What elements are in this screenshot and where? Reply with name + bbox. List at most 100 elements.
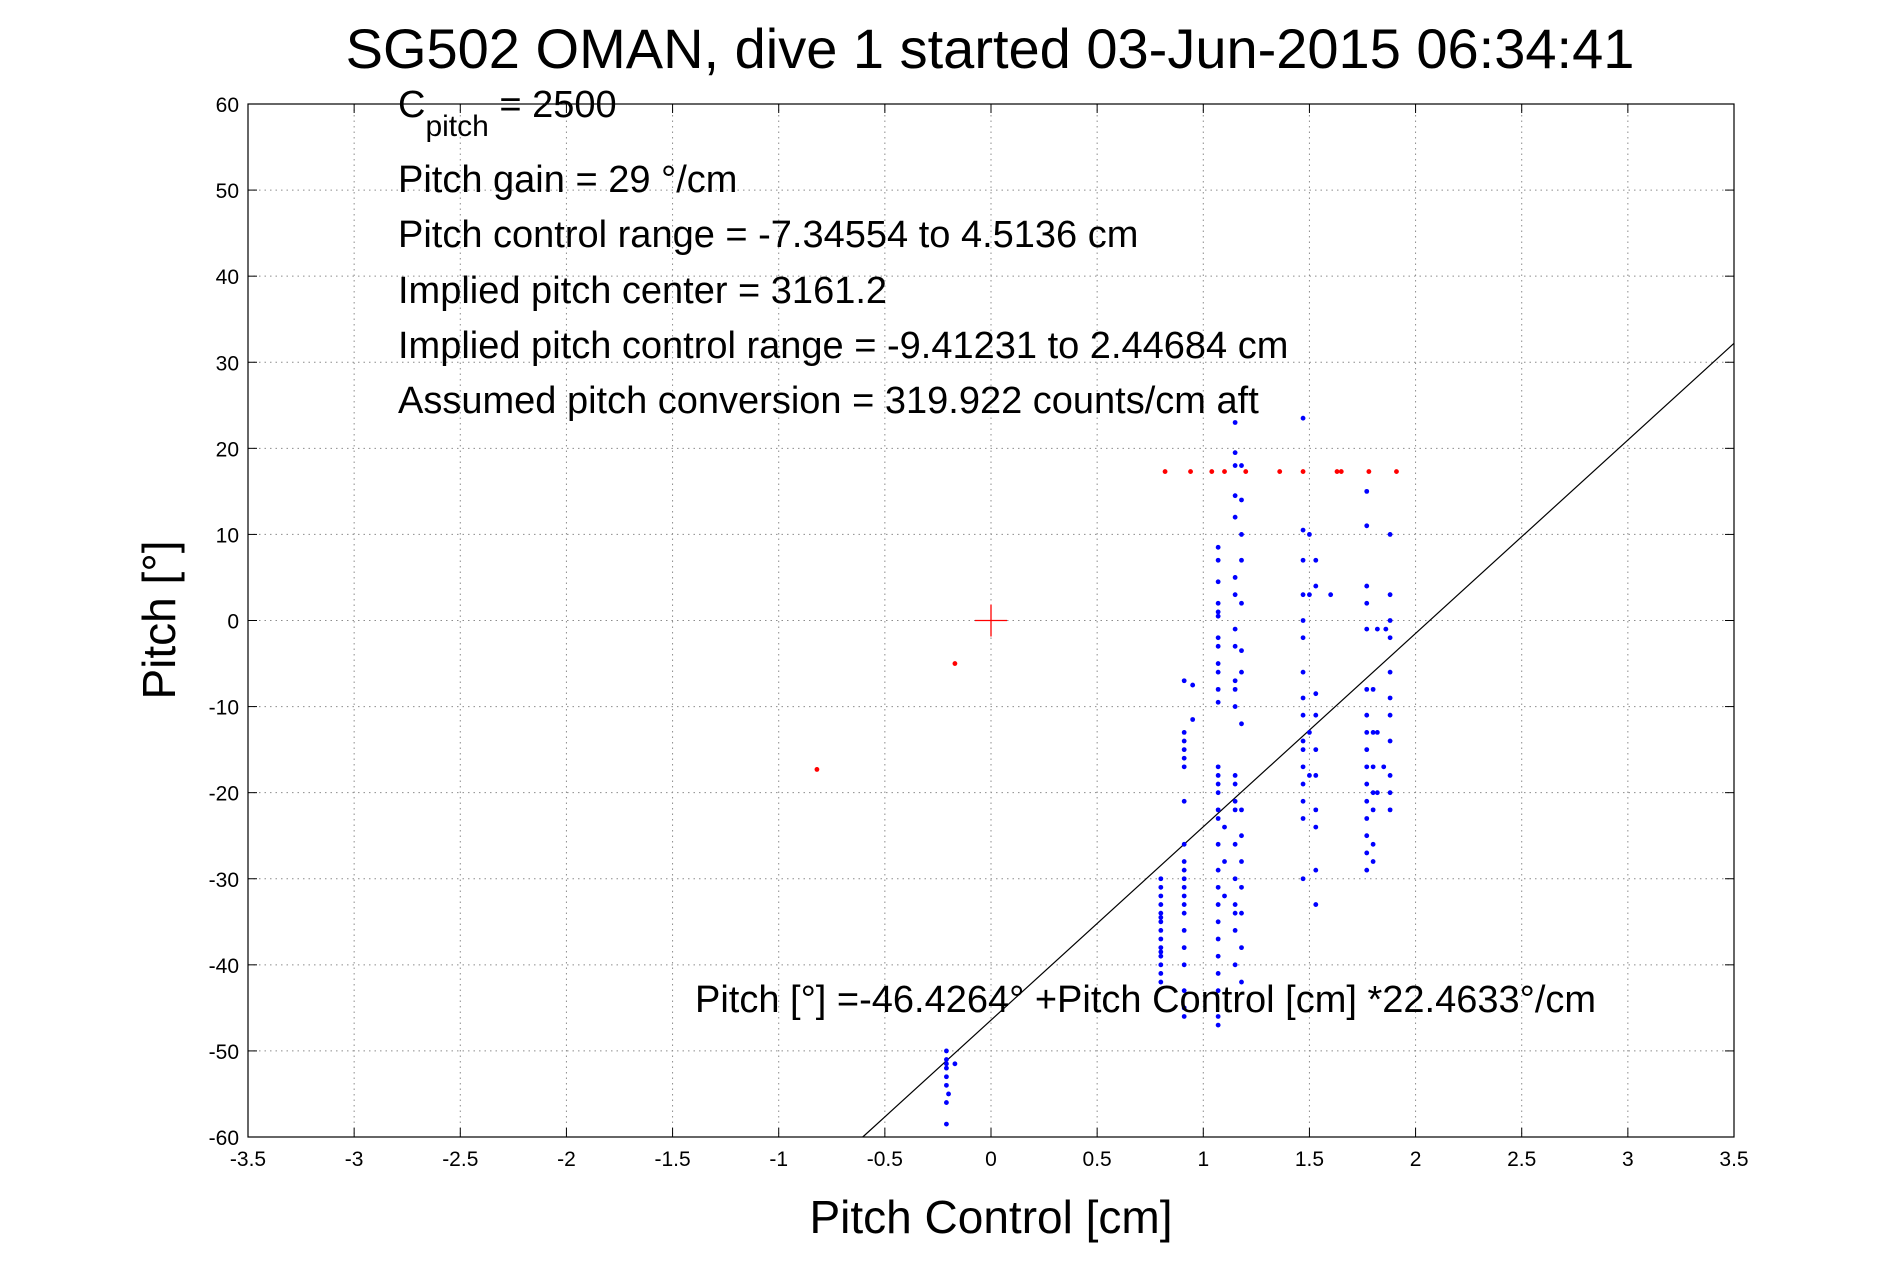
data-point-blue	[1313, 712, 1319, 718]
data-point-blue	[1313, 807, 1319, 813]
data-point-blue	[1181, 764, 1187, 770]
data-point-blue	[1215, 816, 1221, 821]
data-point-blue	[1364, 523, 1370, 529]
x-tick-label: 1.5	[1295, 1148, 1324, 1171]
y-tick-label: -30	[209, 869, 239, 892]
data-point-blue	[1307, 592, 1312, 598]
data-point-blue	[1215, 643, 1221, 649]
data-point-blue	[1158, 919, 1164, 925]
data-point-blue	[1158, 971, 1164, 976]
data-point-blue	[1370, 686, 1376, 692]
y-tick-label: -50	[209, 1041, 239, 1064]
data-point-blue	[1215, 867, 1221, 873]
data-point-blue	[1232, 773, 1238, 778]
data-point-blue	[1383, 626, 1389, 632]
data-point-blue	[1313, 824, 1319, 830]
data-point-blue	[1307, 773, 1312, 778]
data-point-blue	[944, 1082, 949, 1088]
x-tick-labels: -3.5 -3 -2.5 -2 -1.5 -1 -0.5 0 0.5 1 1.5 2 2.5 3 3.5	[230, 1148, 1749, 1171]
data-point-blue	[1239, 833, 1244, 839]
data-point-blue	[1215, 953, 1221, 959]
data-point-blue	[1215, 1014, 1221, 1019]
data-point-blue	[1239, 884, 1244, 890]
data-point-blue	[1387, 807, 1393, 813]
data-point-red	[1334, 469, 1340, 474]
data-point-blue	[1300, 527, 1306, 533]
center-marker	[975, 604, 1007, 637]
y-tick-label: 60	[216, 94, 239, 117]
data-point-blue	[1232, 962, 1238, 968]
data-point-blue	[1215, 884, 1221, 890]
data-point-blue	[1300, 618, 1306, 623]
data-point-blue	[1300, 876, 1306, 882]
data-point-blue	[1239, 648, 1244, 654]
annotation-cpitch-sub: pitch	[425, 110, 488, 143]
data-point-blue	[1158, 893, 1164, 899]
data-point-blue	[944, 1074, 949, 1080]
data-point-blue	[1215, 936, 1221, 942]
y-tick-label: 40	[216, 266, 239, 289]
data-point-blue	[1215, 544, 1221, 550]
data-point-blue	[1215, 1022, 1221, 1028]
data-point-blue	[1158, 915, 1164, 920]
data-point-blue	[1232, 807, 1238, 813]
data-point-blue	[1215, 609, 1221, 615]
data-point-blue	[1370, 790, 1376, 796]
data-point-blue	[1374, 626, 1380, 632]
data-point-blue	[1158, 936, 1164, 942]
grid	[248, 104, 1734, 1137]
data-point-blue	[1313, 747, 1319, 753]
data-point-blue	[1181, 738, 1187, 744]
data-point-blue	[1232, 678, 1238, 684]
data-point-red	[1243, 469, 1249, 474]
data-point-blue	[1364, 583, 1370, 589]
data-point-blue	[1239, 721, 1244, 727]
x-tick-label: -2	[557, 1148, 576, 1171]
data-point-blue	[1181, 1014, 1187, 1019]
fit-line-layer	[862, 342, 1735, 1138]
y-tick-label: 10	[216, 524, 239, 547]
annotation-implied-pitch-control-range: Implied pitch control range = -9.41231 t…	[398, 325, 1288, 367]
data-point-blue	[1232, 876, 1238, 882]
data-point-blue	[1158, 928, 1164, 933]
data-point-blue	[1232, 463, 1238, 468]
data-point-blue	[1364, 730, 1370, 735]
data-point-blue	[1215, 773, 1221, 778]
x-tick-label: -0.5	[867, 1148, 903, 1171]
data-point-blue	[1158, 902, 1164, 907]
data-point-blue	[1232, 686, 1238, 692]
data-point-blue	[1387, 738, 1393, 744]
data-point-blue	[1300, 747, 1306, 753]
data-point-blue	[1232, 514, 1238, 520]
data-point-blue	[1370, 807, 1376, 813]
x-tick-label: 3	[1622, 1148, 1634, 1171]
data-point-blue	[1364, 816, 1370, 821]
data-point-red	[1338, 469, 1344, 474]
data-point-blue	[1364, 712, 1370, 718]
data-point-blue	[1328, 592, 1334, 598]
data-point-blue	[1181, 798, 1187, 804]
data-point-blue	[1300, 712, 1306, 718]
data-point-blue	[1300, 592, 1306, 598]
data-point-blue	[1158, 945, 1164, 951]
data-point-blue	[1239, 532, 1244, 537]
data-point-blue	[1158, 876, 1164, 882]
data-point-blue	[1158, 884, 1164, 890]
y-tick-label: -60	[209, 1127, 239, 1150]
data-point-blue	[1215, 807, 1221, 813]
data-point-blue	[1215, 781, 1221, 787]
data-point-blue	[1215, 841, 1221, 847]
data-point-red	[1209, 469, 1215, 474]
data-point-blue	[1239, 557, 1244, 563]
data-point-blue	[1370, 764, 1376, 770]
data-point-blue	[1158, 910, 1164, 916]
data-point-blue	[1181, 945, 1187, 951]
data-point-red	[1394, 469, 1399, 474]
data-point-blue	[1232, 902, 1238, 907]
data-point-blue	[1215, 919, 1221, 925]
data-point-blue	[1215, 661, 1221, 666]
data-point-blue	[946, 1091, 951, 1097]
data-point-blue	[1300, 669, 1306, 675]
data-point-blue	[1387, 790, 1393, 796]
data-point-blue	[1374, 790, 1380, 796]
